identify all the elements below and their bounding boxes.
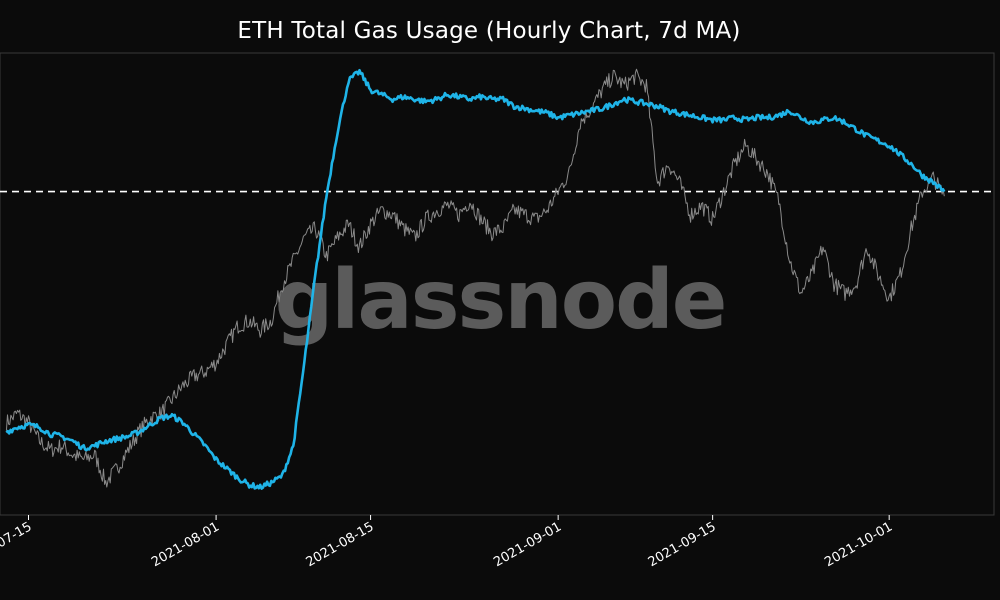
x-tick-label: 2021-10-01 [822, 519, 895, 570]
x-tick-label: 2021-08-01 [149, 519, 222, 570]
series-line-blue [5, 68, 946, 490]
x-tick-label: 2021-07-15 [0, 519, 35, 570]
x-tick-label: 2021-09-15 [646, 519, 719, 570]
x-axis: 2021-07-15 2021-08-01 2021-08-15 2021-09-01… [0, 515, 895, 570]
plot-frame [0, 52, 995, 516]
x-tick-label: 2021-09-01 [491, 519, 564, 570]
series-line-grey [5, 68, 945, 488]
chart-title: ETH Total Gas Usage (Hourly Chart, 7d MA… [237, 18, 741, 44]
x-tick-label: 2021-08-15 [304, 519, 377, 570]
series-layer [5, 68, 946, 490]
watermark-logo: glassnode [275, 253, 726, 348]
